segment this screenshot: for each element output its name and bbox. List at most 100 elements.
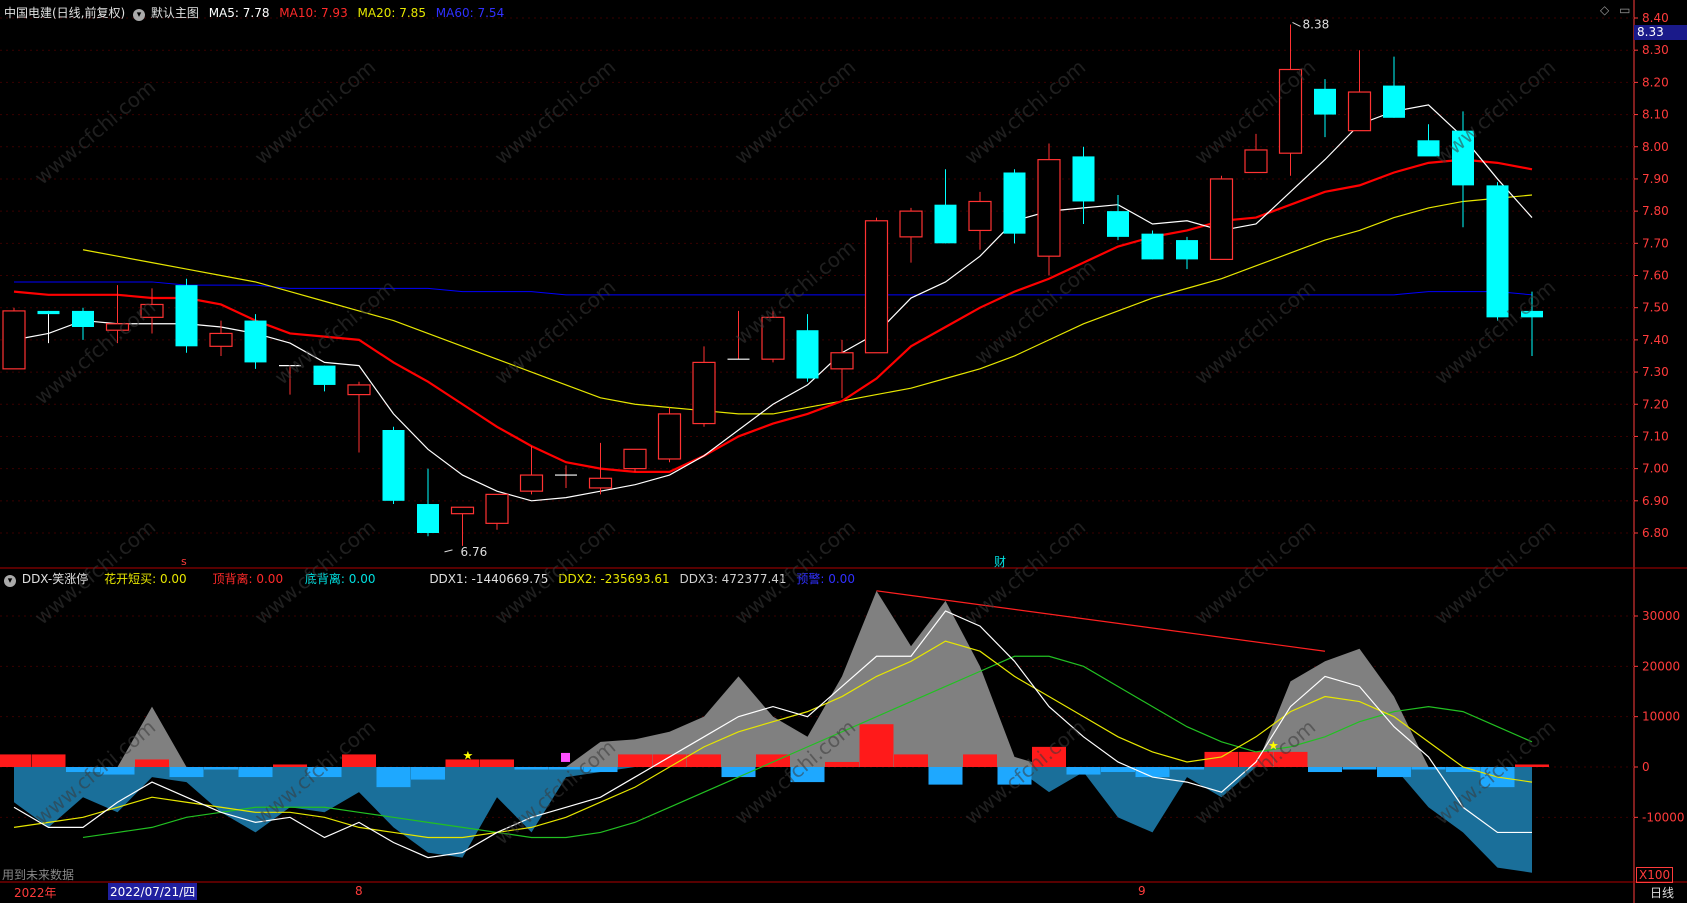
divergence-line xyxy=(876,590,1326,652)
candle-down xyxy=(1176,240,1198,260)
ma60-line xyxy=(14,281,1533,296)
ddx-bar xyxy=(1135,767,1170,778)
ddx-bar xyxy=(273,764,307,767)
candle-down xyxy=(72,310,94,327)
ddx-bar xyxy=(618,754,652,767)
ddx-bar xyxy=(1377,767,1411,778)
dropdown-icon[interactable]: ▾ xyxy=(133,9,146,21)
candle-up xyxy=(105,323,130,331)
candle-up xyxy=(1278,68,1303,154)
price-tick-label: 8.00 xyxy=(1642,140,1669,154)
main-chart-header: 中国电建(日线,前复权) ▾ 默认主图 MA5: 7.78 MA10: 7.93… xyxy=(4,4,504,21)
ma10-line xyxy=(13,158,1533,473)
ddx-bar xyxy=(66,767,100,773)
pink-marker xyxy=(561,752,570,762)
s-marker: s xyxy=(181,555,187,568)
price-tick-label: 7.90 xyxy=(1642,172,1669,186)
ma60-label: MA60: 7.54 xyxy=(435,6,505,20)
candle-down xyxy=(1452,130,1474,186)
ma5-label: MA5: 7.78 xyxy=(208,6,270,20)
ddx-bar xyxy=(825,761,859,767)
ddx-bar xyxy=(1411,767,1446,770)
candle-up xyxy=(1037,159,1061,257)
candle-down xyxy=(1486,185,1509,318)
sub-tick-label: -10000 xyxy=(1642,810,1685,824)
candle-up xyxy=(519,474,544,492)
ddx1-label: DDX1: -1440669.75 xyxy=(429,572,549,586)
ddx-bar xyxy=(238,767,273,778)
ddx-bar xyxy=(583,767,618,773)
ddx-bar xyxy=(859,724,894,767)
huakai-label: 花开短买: 0.00 xyxy=(104,572,187,586)
candle-up xyxy=(1347,91,1372,132)
ddx-bar xyxy=(894,754,928,767)
ddx-bar xyxy=(1101,767,1135,773)
ddx-bar xyxy=(0,754,31,767)
candle-up xyxy=(450,506,475,515)
period-label[interactable]: 日线 xyxy=(1650,886,1675,900)
candle-down xyxy=(244,320,267,363)
price-tick-label: 7.00 xyxy=(1642,462,1669,476)
sub-tick-label: 20000 xyxy=(1642,659,1680,673)
ddx-bar xyxy=(411,767,445,780)
ddx-bar xyxy=(1032,746,1066,767)
stock-title[interactable]: 中国电建(日线,前复权) xyxy=(4,6,126,20)
candle-up xyxy=(968,200,992,232)
yujing-label: 预警: 0.00 xyxy=(796,572,855,586)
candle-down xyxy=(1383,85,1405,118)
dibeili-label: 底背离: 0.00 xyxy=(304,572,376,586)
ddx-bar xyxy=(1066,767,1101,775)
ddx-bar xyxy=(1446,767,1480,773)
candle-up xyxy=(657,413,682,460)
candle-down xyxy=(417,504,439,533)
sub-tick-label: 10000 xyxy=(1642,710,1680,724)
diamond-icon[interactable]: ◇ xyxy=(1600,3,1610,17)
ddx-bar xyxy=(1239,751,1273,767)
candle-up xyxy=(588,477,613,489)
ddx3-label: DDX3: 472377.41 xyxy=(679,572,787,586)
ddx-bar xyxy=(928,767,963,785)
ddx-bar xyxy=(445,759,480,767)
price-tick-label: 6.80 xyxy=(1642,526,1669,540)
main-chart-label[interactable]: 默认主图 xyxy=(150,6,199,20)
candle-up xyxy=(1244,149,1268,174)
candle-down xyxy=(175,285,198,347)
ddx-bar xyxy=(342,754,376,767)
current-price-tag: 8.33 xyxy=(1634,25,1687,40)
year-label: 2022年 xyxy=(14,886,57,900)
candle-up xyxy=(692,361,716,425)
max-arrow xyxy=(1292,21,1301,27)
ddx-bar xyxy=(480,759,514,767)
price-tick-label: 7.60 xyxy=(1642,269,1669,283)
ddx-bar xyxy=(1273,751,1308,767)
ddx-bar xyxy=(1204,751,1239,767)
indicator-dropdown-icon[interactable]: ▾ xyxy=(4,575,16,587)
candle-up xyxy=(899,210,923,238)
ddx-bar xyxy=(31,754,66,767)
max-price-label: 8.38 xyxy=(1303,17,1330,31)
expand-icon[interactable]: ▭ xyxy=(1619,3,1631,17)
candle-up xyxy=(140,303,164,318)
ddx-bar xyxy=(652,754,687,767)
indicator-name[interactable]: DDX-笑涨停 xyxy=(21,572,89,586)
grey-area xyxy=(14,590,1532,767)
price-tick-label: 7.20 xyxy=(1642,397,1669,411)
ddx-bar xyxy=(307,767,342,778)
ddx-bar xyxy=(721,767,756,778)
ddx-bar xyxy=(376,767,411,788)
ddx-bar xyxy=(1170,767,1204,770)
candle-down xyxy=(1141,233,1164,260)
ddx-bar xyxy=(204,767,238,770)
candle-up xyxy=(485,493,509,524)
candle-down xyxy=(313,365,336,385)
price-tick-label: 7.10 xyxy=(1642,429,1669,443)
star-marker: ★ xyxy=(1268,738,1279,752)
month-9-label: 9 xyxy=(1138,884,1146,898)
min-price-label: 6.76 xyxy=(461,545,488,559)
candle-up xyxy=(347,384,371,396)
ddx-bar xyxy=(687,754,721,767)
sub-tick-label: 0 xyxy=(1642,760,1650,774)
price-tick-label: 7.50 xyxy=(1642,301,1669,315)
cai-marker: 财 xyxy=(994,555,1007,569)
